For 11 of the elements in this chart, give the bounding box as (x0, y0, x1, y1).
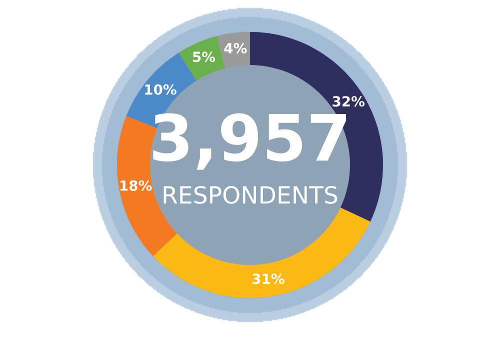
text: RESPONDENTS (164, 186, 338, 204)
data-label: 18% (120, 180, 152, 191)
donut-slice (178, 36, 226, 81)
data-label: 5% (193, 52, 216, 62)
data-label: 32% (332, 96, 365, 107)
data-label: 4% (224, 42, 247, 54)
donut-slice (216, 32, 250, 68)
donut-slice (153, 208, 370, 298)
data-label: 31% (252, 274, 284, 284)
text: 3,957 (153, 113, 346, 170)
data-label: 10% (145, 84, 176, 95)
